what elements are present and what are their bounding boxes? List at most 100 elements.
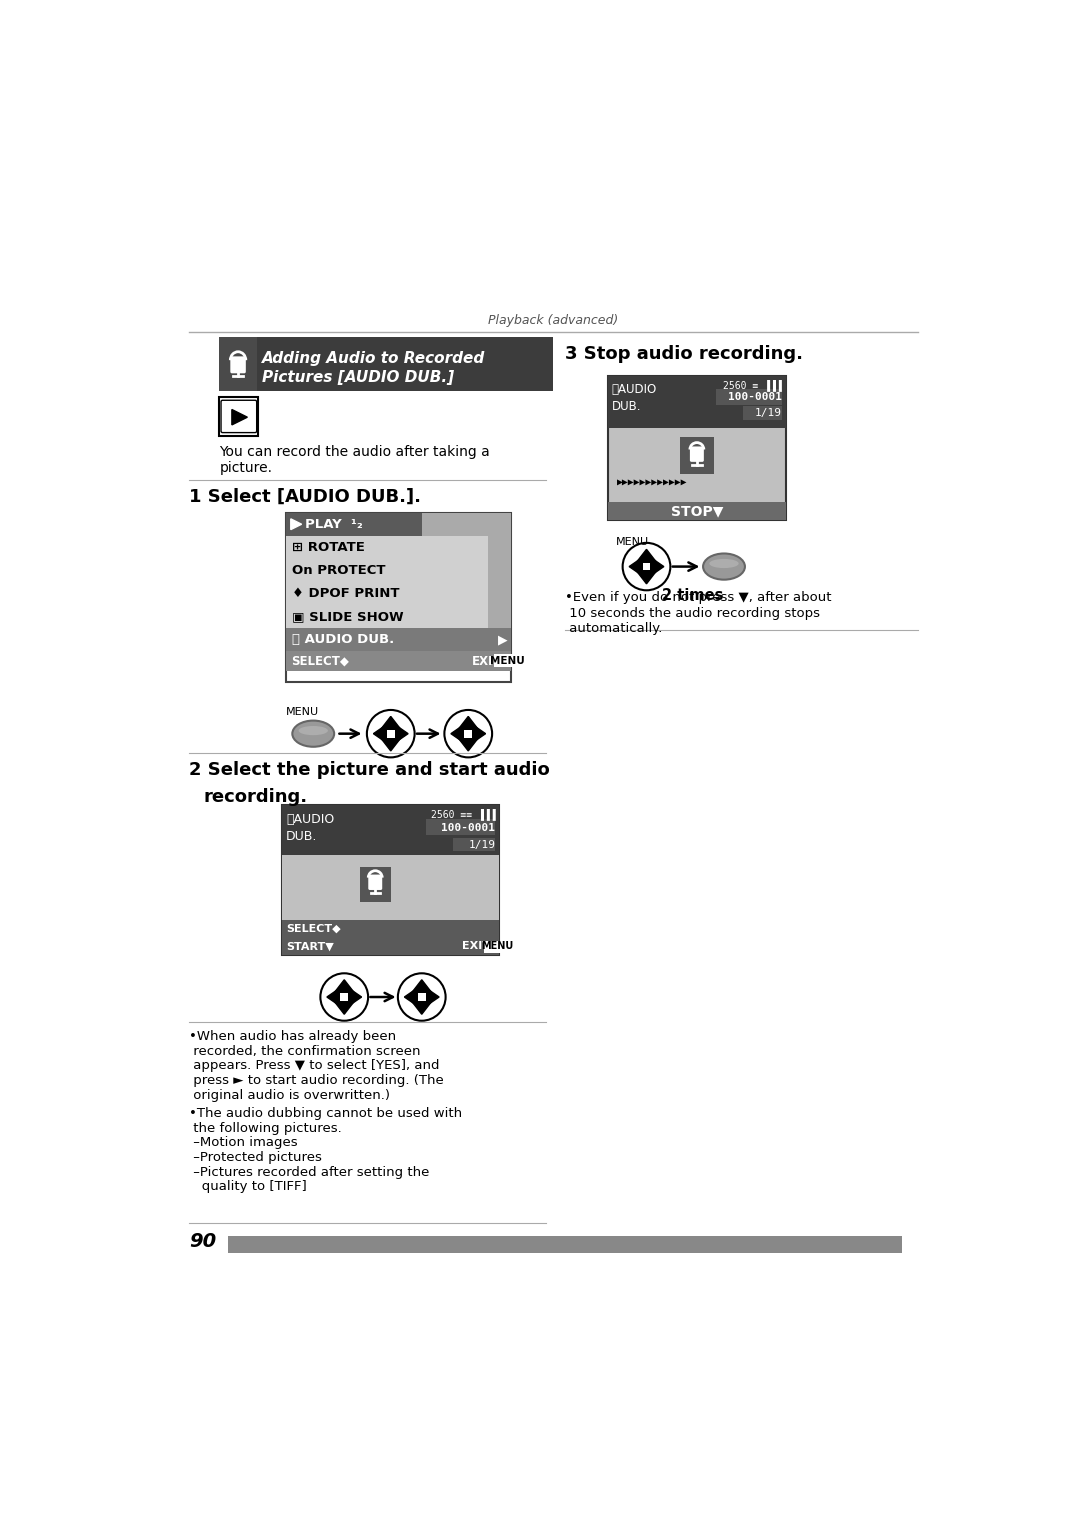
Text: •When audio has already been: •When audio has already been [189, 1030, 396, 1044]
Text: 1/19: 1/19 [755, 409, 782, 418]
Bar [286, 536, 511, 559]
Bar [608, 375, 786, 520]
Polygon shape [636, 569, 658, 584]
Text: You can record the audio after taking a
picture.: You can record the audio after taking a … [219, 446, 490, 475]
Text: –Pictures recorded after setting the: –Pictures recorded after setting the [189, 1166, 430, 1178]
Bar [219, 397, 258, 436]
Polygon shape [404, 987, 418, 1007]
Bar [484, 942, 512, 954]
Ellipse shape [397, 974, 446, 1021]
Polygon shape [426, 987, 440, 1007]
Ellipse shape [444, 710, 492, 757]
Text: press ► to start audio recording. (The: press ► to start audio recording. (The [189, 1074, 444, 1087]
Text: 🎤AUDIO: 🎤AUDIO [286, 813, 335, 826]
Text: Adding Audio to Recorded: Adding Audio to Recorded [262, 351, 485, 366]
Text: MENU: MENU [482, 942, 514, 951]
Bar [488, 581, 511, 606]
Text: ♦ DPOF PRINT: ♦ DPOF PRINT [293, 588, 400, 600]
Text: 🎤 AUDIO DUB.: 🎤 AUDIO DUB. [293, 633, 394, 645]
Bar [716, 389, 782, 404]
Polygon shape [650, 557, 664, 577]
Text: –Motion images: –Motion images [189, 1137, 298, 1149]
Text: 10 seconds the audio recording stops: 10 seconds the audio recording stops [565, 607, 820, 620]
Polygon shape [450, 723, 465, 743]
Bar [422, 513, 511, 536]
Bar [286, 652, 511, 671]
Bar [360, 867, 391, 902]
Text: 3 Stop audio recording.: 3 Stop audio recording. [565, 345, 804, 363]
Text: 2560 ≡≡ ▐▐▐: 2560 ≡≡ ▐▐▐ [431, 809, 496, 821]
Text: DUB.: DUB. [611, 400, 642, 414]
Polygon shape [472, 723, 486, 743]
Polygon shape [636, 549, 658, 563]
Polygon shape [291, 519, 301, 530]
Text: 1 Select [AUDIO DUB.].: 1 Select [AUDIO DUB.]. [189, 487, 421, 505]
Text: 90: 90 [189, 1233, 216, 1251]
Bar [286, 513, 422, 536]
Polygon shape [394, 723, 408, 743]
Text: appears. Press ▼ to select [YES], and: appears. Press ▼ to select [YES], and [189, 1059, 440, 1073]
Text: STOP▼: STOP▼ [671, 504, 724, 519]
Ellipse shape [293, 720, 334, 746]
Text: original audio is overwritten.): original audio is overwritten.) [189, 1088, 390, 1102]
Text: START▼: START▼ [286, 942, 334, 951]
Text: EXIT: EXIT [472, 655, 501, 668]
Text: recording.: recording. [203, 787, 308, 806]
Text: 2 Select the picture and start audio: 2 Select the picture and start audio [189, 760, 550, 778]
Text: Playback (advanced): Playback (advanced) [488, 314, 619, 327]
Polygon shape [380, 716, 402, 731]
Polygon shape [327, 987, 341, 1007]
Text: 2560 ≡ ▐▐▐: 2560 ≡ ▐▐▐ [724, 378, 782, 391]
Bar [219, 337, 553, 391]
Bar [426, 819, 496, 835]
Bar [679, 438, 714, 475]
Text: MENU: MENU [286, 707, 320, 717]
Polygon shape [410, 980, 433, 993]
Ellipse shape [367, 710, 415, 757]
Bar [282, 806, 499, 955]
Bar [418, 993, 426, 1001]
Text: MENU: MENU [490, 656, 525, 667]
Bar [464, 729, 472, 737]
Bar [286, 629, 511, 652]
FancyBboxPatch shape [690, 447, 704, 462]
Ellipse shape [623, 543, 671, 591]
Text: 1/19: 1/19 [469, 839, 496, 850]
Polygon shape [630, 557, 644, 577]
FancyBboxPatch shape [494, 655, 522, 667]
Text: recorded, the confirmation screen: recorded, the confirmation screen [189, 1045, 421, 1058]
Bar [608, 375, 786, 427]
Bar [608, 502, 786, 520]
Text: EXIT: EXIT [462, 942, 490, 951]
Bar [387, 729, 394, 737]
Polygon shape [410, 1000, 433, 1015]
Polygon shape [458, 716, 480, 731]
Text: PLAY  ¹₂: PLAY ¹₂ [305, 517, 363, 531]
Polygon shape [232, 409, 247, 424]
Bar [286, 513, 511, 682]
Bar [228, 1236, 902, 1253]
Bar [743, 406, 782, 420]
Text: ▶: ▶ [498, 633, 508, 645]
Bar [219, 337, 257, 391]
Bar [453, 838, 496, 852]
Text: MENU: MENU [616, 537, 649, 548]
Ellipse shape [298, 726, 328, 736]
FancyBboxPatch shape [221, 400, 257, 432]
Text: •The audio dubbing cannot be used with: •The audio dubbing cannot be used with [189, 1108, 462, 1120]
Text: –Protected pictures: –Protected pictures [189, 1151, 322, 1164]
Text: the following pictures.: the following pictures. [189, 1122, 342, 1135]
Text: ⊞ ROTATE: ⊞ ROTATE [293, 540, 365, 554]
Bar [282, 920, 499, 937]
FancyBboxPatch shape [368, 874, 382, 890]
Text: SELECT◆: SELECT◆ [286, 923, 341, 934]
Bar [643, 563, 650, 571]
Bar [340, 993, 348, 1001]
Bar [282, 806, 499, 856]
Text: On PROTECT: On PROTECT [293, 565, 386, 577]
FancyBboxPatch shape [230, 357, 246, 374]
Bar [286, 606, 511, 629]
Polygon shape [348, 987, 362, 1007]
Ellipse shape [321, 974, 368, 1021]
Bar [282, 856, 499, 937]
